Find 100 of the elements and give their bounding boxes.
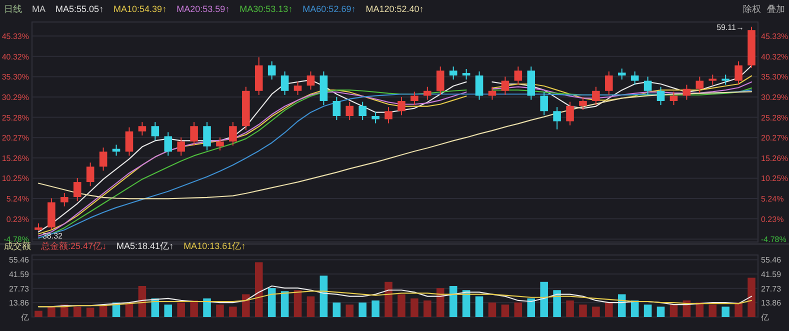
chart-title: 日线 <box>4 4 22 14</box>
bar <box>190 300 198 317</box>
candlestick <box>514 66 522 86</box>
bar <box>164 304 172 317</box>
y2-tick-label: 5.24% <box>761 194 784 204</box>
chart-title: 成交额 <box>4 241 31 251</box>
candlestick <box>190 122 198 146</box>
candlestick <box>164 132 172 156</box>
bar <box>708 304 717 317</box>
candlestick <box>644 76 652 96</box>
bar <box>73 306 82 317</box>
candlestick <box>384 106 392 124</box>
y2-tick-label: 27.73 <box>761 284 782 294</box>
y-tick-label: 20.27% <box>2 134 29 143</box>
y-tick-label: 13.86 <box>8 298 30 308</box>
y2-tick-label: 30.29% <box>761 92 788 102</box>
y2-tick-label: 10.25% <box>761 174 788 184</box>
candlestick <box>203 122 211 151</box>
y-tick-label: 0.23% <box>6 214 29 224</box>
candlestick <box>60 192 68 207</box>
candlestick <box>358 101 366 121</box>
bar <box>734 302 742 317</box>
bar <box>449 286 458 317</box>
text: MA5:18.41亿↑ <box>116 241 174 251</box>
bar <box>656 306 665 317</box>
y-tick-label: 5.24% <box>6 194 29 204</box>
candlestick <box>216 136 224 151</box>
candlestick <box>682 84 691 100</box>
bar <box>605 302 613 317</box>
y-tick-label: 25.28% <box>2 113 29 122</box>
bar <box>177 302 185 317</box>
candlestick <box>332 96 341 121</box>
bar <box>670 304 678 317</box>
y2-tick-label: 0.23% <box>761 214 784 224</box>
candlestick <box>670 91 678 106</box>
y-tick-label: 40.32% <box>2 52 29 62</box>
bar <box>748 278 756 317</box>
bar <box>306 296 315 317</box>
bar <box>34 310 42 317</box>
candlestick <box>372 111 380 124</box>
bar <box>280 291 289 317</box>
candlestick <box>229 122 237 146</box>
bar <box>86 308 94 317</box>
candlestick <box>86 162 94 187</box>
y2-tick-label: 35.30% <box>761 72 788 82</box>
bar <box>527 298 536 317</box>
bar <box>514 302 522 317</box>
candlestick <box>618 68 626 80</box>
candlestick <box>138 122 146 136</box>
candlestick <box>410 91 418 106</box>
y-tick-label: 35.30% <box>2 72 29 82</box>
y2-tick-label: 40.32% <box>761 52 788 62</box>
bar <box>722 306 730 317</box>
text: MA5:55.05↑ <box>56 4 104 14</box>
text: 除权 <box>743 4 761 14</box>
bar <box>320 276 328 317</box>
bar <box>644 304 652 317</box>
annotation: 38.32 <box>42 232 64 241</box>
text: MA20:53.59↑ <box>176 4 230 14</box>
bar <box>410 298 418 317</box>
bar <box>488 302 496 317</box>
candlestick <box>424 86 432 100</box>
y2-tick-label: -4.78% <box>761 235 786 244</box>
bar <box>358 302 366 317</box>
bar <box>332 302 341 317</box>
text: MA60:52.69↑ <box>302 4 356 14</box>
bar <box>475 296 484 317</box>
candlestick <box>540 91 548 116</box>
candlestick <box>449 66 458 80</box>
text: MA10:54.39↑ <box>114 4 167 14</box>
candlestick <box>605 70 613 96</box>
bar <box>436 288 444 317</box>
candlestick <box>280 70 289 96</box>
bar <box>254 262 263 317</box>
candlestick <box>630 70 639 86</box>
candlestick <box>436 66 444 96</box>
candlestick <box>579 96 587 110</box>
y2-tick-label: 20.27% <box>761 134 788 143</box>
annotation: 59.11→ <box>716 23 744 32</box>
legend-title: MA <box>32 4 46 14</box>
candlestick <box>566 101 574 126</box>
candlestick <box>501 76 510 96</box>
bar <box>398 294 406 317</box>
y2-tick-label: 15.26% <box>761 154 788 163</box>
bar <box>346 304 354 317</box>
candlestick <box>99 147 108 172</box>
y-tick-label: 41.59 <box>8 270 30 280</box>
y-tick-label: 15.26% <box>2 154 29 163</box>
candlestick <box>306 70 315 90</box>
y2-tick-label: 55.46 <box>761 256 782 265</box>
text: 叠加 <box>767 4 785 14</box>
candlestick <box>398 96 406 116</box>
bar <box>618 294 626 317</box>
candlestick <box>708 74 717 86</box>
bar <box>553 290 561 317</box>
bar <box>501 304 510 317</box>
bar <box>424 300 432 317</box>
bar <box>229 306 237 317</box>
annotation: 总金额:25.47亿↓ <box>40 241 107 251</box>
candlestick <box>696 76 704 94</box>
